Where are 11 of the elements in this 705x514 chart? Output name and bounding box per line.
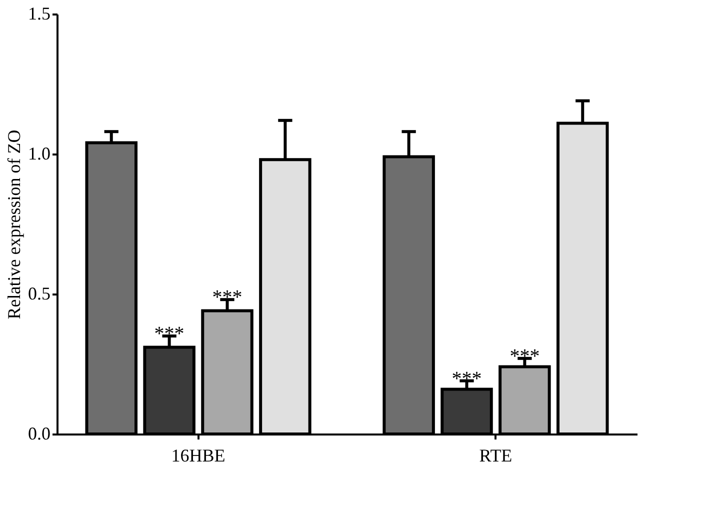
y-tick-label: 0.5 xyxy=(28,284,50,304)
y-tick-label: 1.0 xyxy=(28,144,50,164)
data-label: *** xyxy=(510,345,540,368)
y-tick-label: 0.0 xyxy=(28,424,50,444)
x-tick-label: 16HBE xyxy=(171,446,226,466)
data-label: *** xyxy=(154,323,184,345)
y-tick-label: 1.5 xyxy=(28,4,50,24)
y-axis-title: Relative expression of ZO xyxy=(4,130,24,320)
data-label: *** xyxy=(212,286,242,309)
data-label: *** xyxy=(452,368,482,390)
x-tick-label: RTE xyxy=(479,446,512,466)
